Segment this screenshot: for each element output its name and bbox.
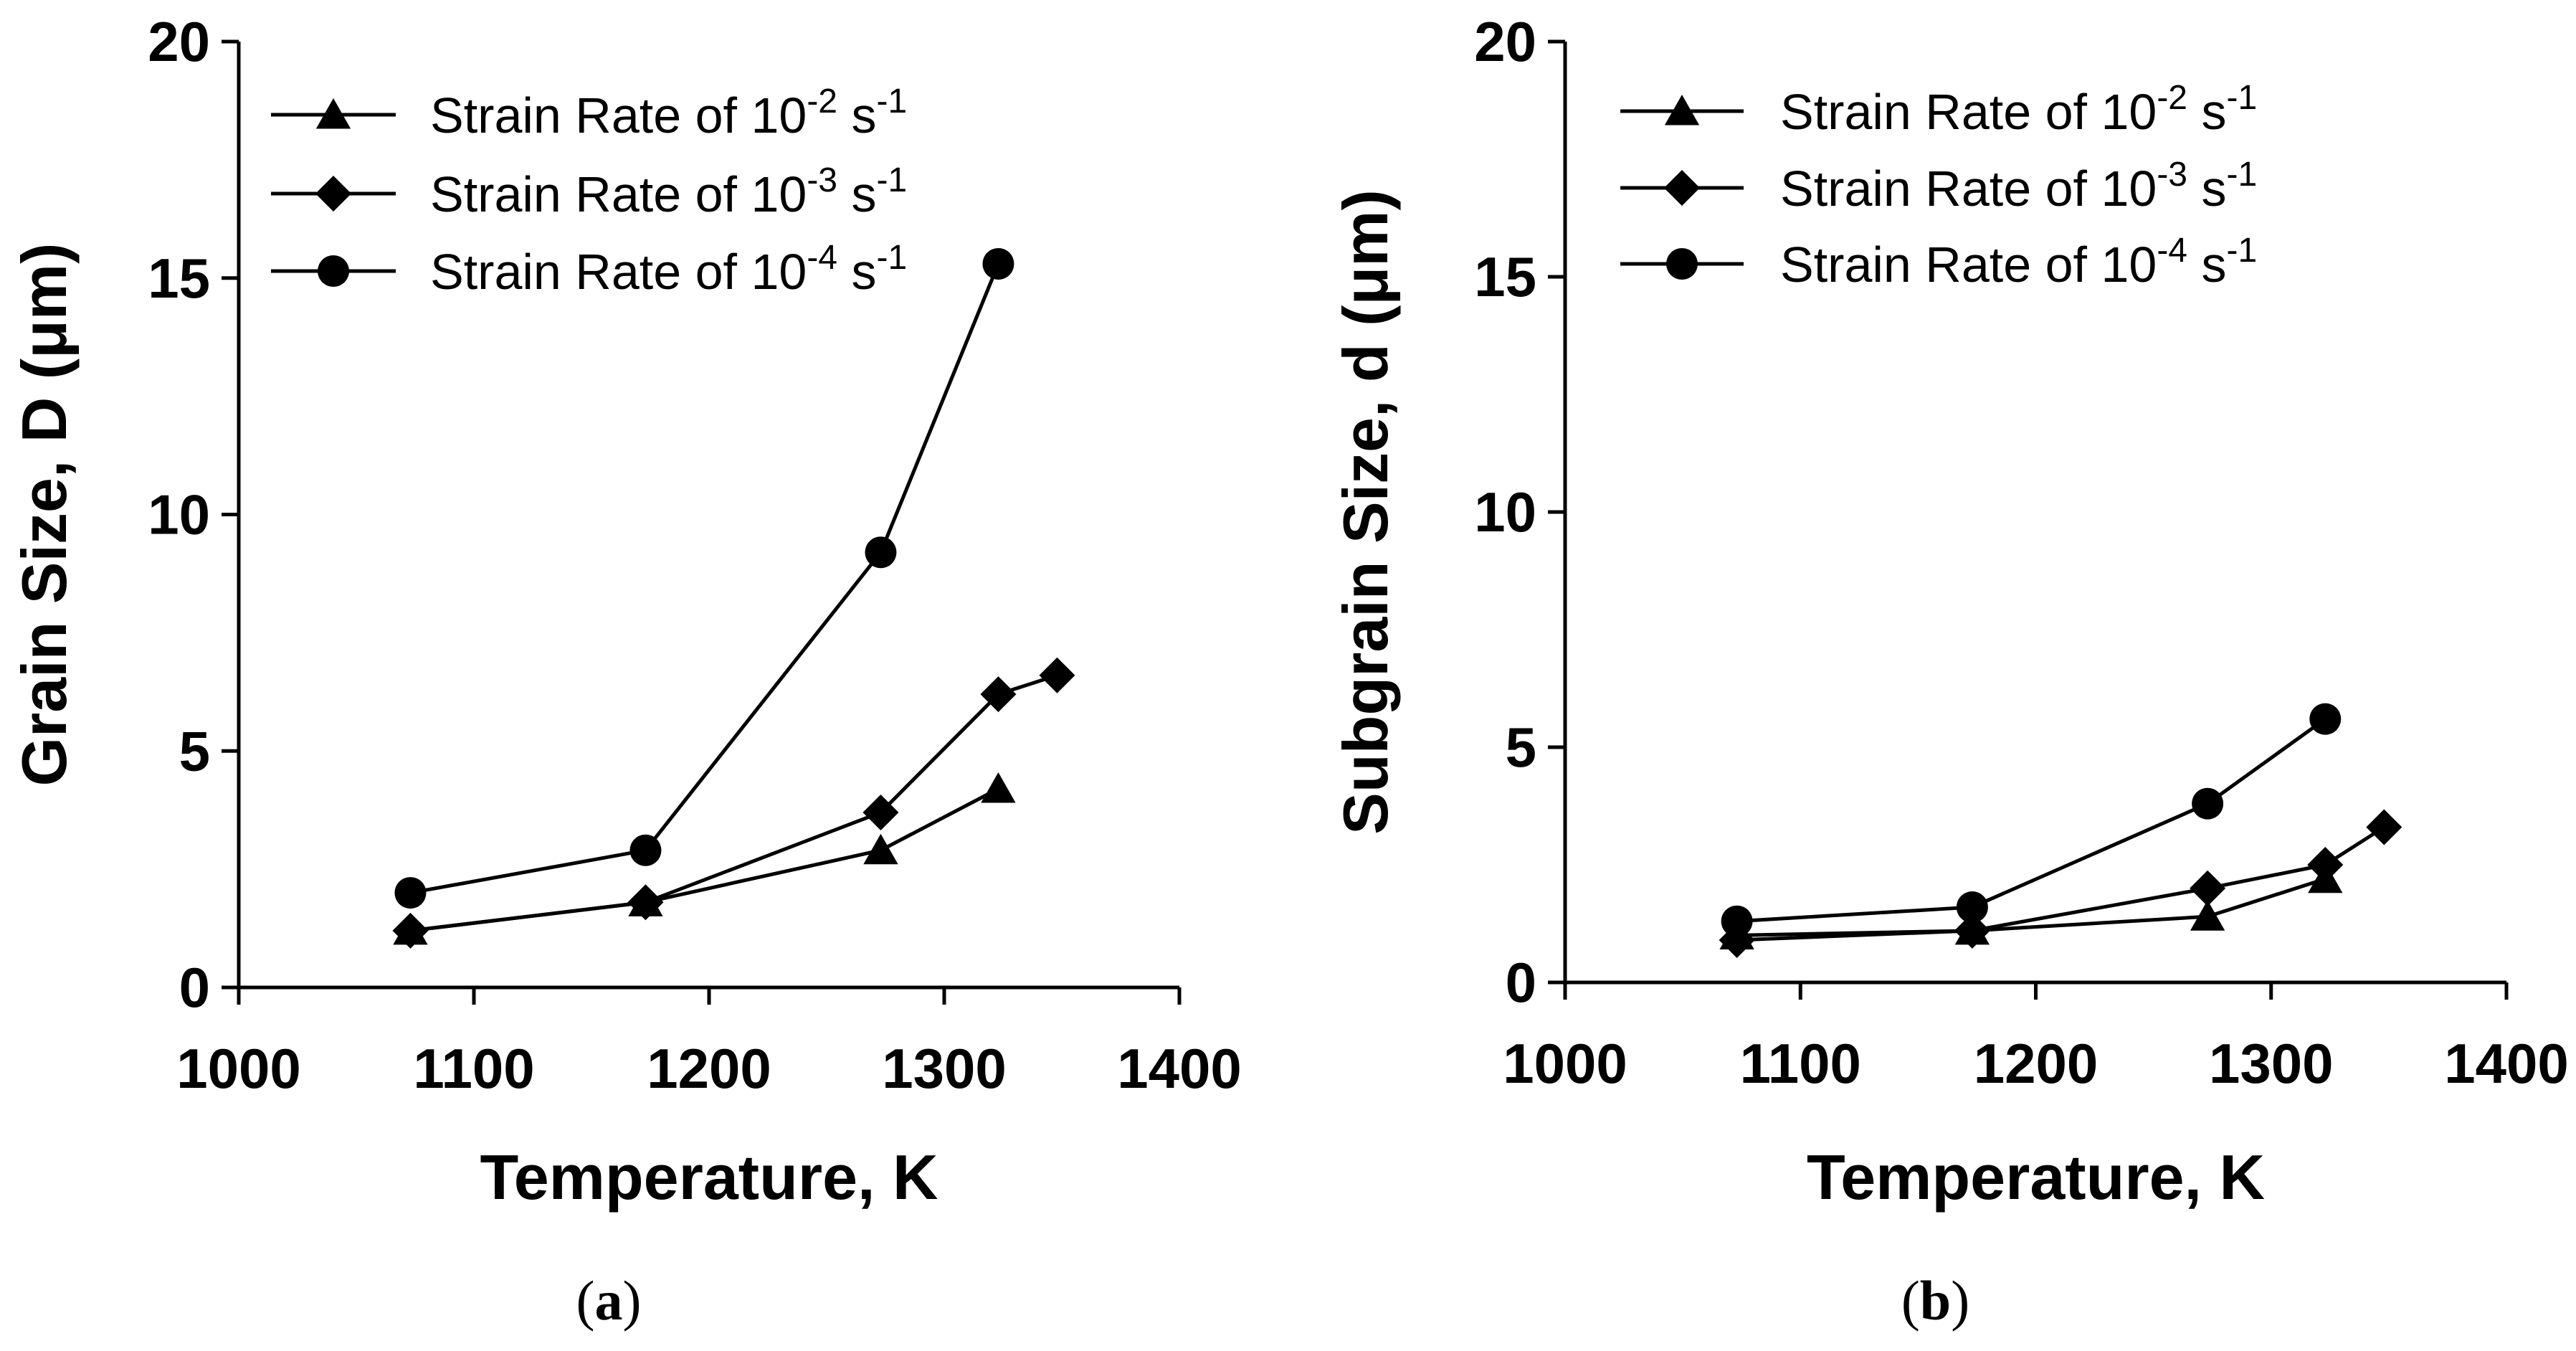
legend-marker-circle <box>318 255 349 287</box>
series-line <box>409 263 1000 895</box>
series-circle <box>1721 703 2342 937</box>
legend-entry: Strain Rate of 10-4 s-1 <box>271 239 907 300</box>
data-point-circle <box>2192 787 2224 820</box>
series-diamond <box>392 657 1075 949</box>
y-axis-label: Subgrain Size, d (μm) <box>1330 189 1401 835</box>
data-point-circle <box>865 536 897 569</box>
legend: Strain Rate of 10-2 s-1 Strain Rate of 10… <box>271 82 907 300</box>
legend-label: Strain Rate of 10-4 s-1 <box>430 239 907 300</box>
series-triangle <box>393 772 1016 945</box>
x-tick-label: 1000 <box>176 1037 301 1100</box>
data-point-circle <box>1956 891 1988 924</box>
y-tick-label: 20 <box>148 10 210 73</box>
legend-label: Strain Rate of 10-2 s-1 <box>1780 79 2257 140</box>
y-tick-label: 0 <box>179 956 210 1019</box>
x-tick-label: 1200 <box>647 1037 771 1100</box>
legend-label: Strain Rate of 10-3 s-1 <box>430 161 907 222</box>
legend-entry: Strain Rate of 10-2 s-1 <box>1620 79 2257 140</box>
y-tick-label: 15 <box>148 247 210 310</box>
legend: Strain Rate of 10-2 s-1 Strain Rate of 10… <box>1620 79 2257 293</box>
legend-entry: Strain Rate of 10-3 s-1 <box>271 161 907 222</box>
x-tick-label: 1300 <box>2209 1032 2334 1095</box>
data-point-circle <box>629 834 662 866</box>
y-tick-label: 20 <box>1474 10 1536 73</box>
series-circle <box>394 247 1014 909</box>
x-axis-label: Temperature, K <box>1807 1142 2265 1213</box>
legend-label: Strain Rate of 10-2 s-1 <box>430 82 907 143</box>
data-point-circle <box>394 877 427 909</box>
legend-marker-diamond <box>1664 170 1700 206</box>
data-point-triangle <box>981 772 1016 803</box>
panel-caption: (b) <box>1901 1269 1969 1332</box>
data-point-diamond <box>1039 657 1075 693</box>
x-tick-label: 1200 <box>1974 1032 2099 1095</box>
y-tick-label: 10 <box>1474 480 1536 544</box>
data-point-circle <box>2309 703 2342 735</box>
legend-marker-triangle <box>315 98 351 129</box>
x-tick-label: 1400 <box>1117 1037 1242 1100</box>
data-point-circle <box>982 247 1014 280</box>
x-tick-label: 1100 <box>1740 1032 1861 1095</box>
x-tick-label: 1000 <box>1503 1032 1627 1095</box>
chart-panel-a: 0 5 10 15 20 1000 1100 1200 1300 1400 Temperature,… <box>9 10 1242 1332</box>
legend-marker-triangle <box>1664 95 1700 125</box>
legend-label: Strain Rate of 10-4 s-1 <box>1780 232 2257 293</box>
series-line <box>1736 717 2327 924</box>
x-tick-label: 1100 <box>413 1037 534 1100</box>
data-point-circle <box>1721 905 1753 937</box>
data-point-diamond <box>627 884 664 921</box>
x-tick-label: 1300 <box>882 1037 1007 1100</box>
data-point-diamond <box>2366 809 2402 845</box>
series-diamond <box>1719 809 2402 958</box>
legend-entry: Strain Rate of 10-4 s-1 <box>1620 232 2257 293</box>
y-tick-label: 5 <box>1506 716 1536 779</box>
panel-caption: (a) <box>576 1269 642 1332</box>
x-axis-label: Temperature, K <box>480 1142 938 1213</box>
legend-marker-circle <box>1666 248 1698 280</box>
y-tick-label: 5 <box>179 719 210 782</box>
data-point-triangle <box>863 833 898 865</box>
x-tick-label: 1400 <box>2444 1032 2569 1095</box>
y-axis-label: Grain Size, D (μm) <box>9 243 80 787</box>
chart-panel-b: 0 5 10 15 20 1000 1100 1200 1300 1400 Temperature,… <box>1330 10 2569 1332</box>
legend-marker-diamond <box>315 176 351 212</box>
data-point-triangle <box>2190 900 2225 931</box>
data-point-diamond <box>980 676 1017 713</box>
series-line <box>1736 825 2385 942</box>
y-tick-label: 15 <box>1474 245 1536 308</box>
series-line <box>1736 877 2327 937</box>
data-point-diamond <box>1954 912 1990 949</box>
series-line <box>410 787 999 933</box>
legend-entry: Strain Rate of 10-2 s-1 <box>271 82 907 143</box>
y-tick-label: 10 <box>148 483 210 546</box>
legend-label: Strain Rate of 10-3 s-1 <box>1780 156 2257 217</box>
y-tick-label: 0 <box>1506 951 1536 1014</box>
data-point-diamond <box>392 912 429 949</box>
data-point-diamond <box>2307 847 2344 883</box>
legend-entry: Strain Rate of 10-3 s-1 <box>1620 156 2257 217</box>
data-point-diamond <box>862 794 899 830</box>
data-point-diamond <box>2190 870 2226 906</box>
series-line <box>410 673 1058 933</box>
